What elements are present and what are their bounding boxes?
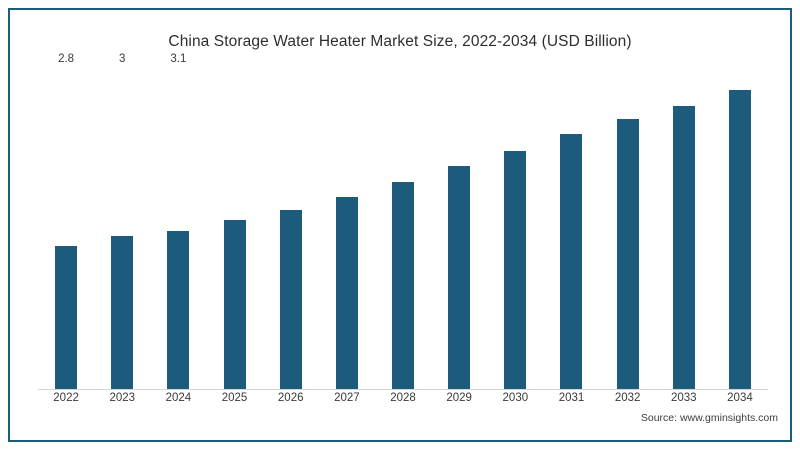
bar-slot [375, 70, 431, 389]
bar[interactable] [448, 165, 471, 389]
x-tick-label: 2033 [671, 392, 697, 404]
bar[interactable] [504, 151, 527, 389]
bar[interactable] [111, 235, 134, 389]
x-axis-line [38, 389, 768, 390]
plot-area: 2.8 3 3.1 [38, 53, 768, 390]
bar-value-label: 2.8 [58, 53, 75, 65]
bar-slot: 2.8 [38, 53, 94, 389]
bar-slot: 3.1 [150, 53, 206, 389]
x-tick-label: 2034 [727, 392, 753, 404]
x-tick-label: 2024 [165, 392, 192, 404]
bar[interactable] [616, 118, 639, 389]
bar[interactable] [672, 105, 695, 389]
bar[interactable] [335, 196, 358, 389]
x-tick-label: 2031 [558, 392, 585, 404]
bar-slot [712, 70, 768, 389]
x-tick-label: 2030 [502, 392, 529, 404]
bar-slot [319, 70, 375, 389]
bar[interactable] [279, 209, 302, 389]
bar-slot: 3 [94, 53, 150, 389]
bar-value-label: 3 [119, 53, 126, 65]
x-tick-label: 2025 [221, 392, 248, 404]
bar[interactable] [55, 246, 78, 389]
source-attribution: Source: www.gminsights.com [640, 412, 778, 424]
x-tick-label: 2027 [334, 392, 360, 404]
bar-slot [263, 70, 319, 389]
x-tick-label: 2028 [390, 392, 416, 404]
bar[interactable] [728, 90, 751, 389]
bar-slot [600, 70, 656, 389]
chart-border-frame [8, 8, 792, 442]
x-tick-label: 2023 [109, 392, 136, 404]
bar-slot [206, 70, 262, 389]
chart-title: China Storage Water Heater Market Size, … [168, 33, 632, 50]
bar[interactable] [223, 219, 246, 389]
bar-slot [543, 70, 599, 389]
x-tick-label: 2022 [53, 392, 79, 404]
x-tick-label: 2029 [446, 392, 472, 404]
bar-slot [431, 70, 487, 389]
x-tick-label: 2032 [614, 392, 641, 404]
bar-value-label: 3.1 [170, 53, 187, 65]
bar-series: 2.8 3 3.1 [38, 53, 768, 389]
bar-slot [656, 70, 712, 389]
x-axis-tick-labels: 2022 2023 2024 2025 2026 2027 2028 2029 … [38, 392, 768, 404]
bar[interactable] [560, 133, 583, 389]
bar-slot [487, 70, 543, 389]
bar[interactable] [167, 230, 190, 389]
x-tick-label: 2026 [277, 392, 304, 404]
bar[interactable] [392, 181, 415, 389]
